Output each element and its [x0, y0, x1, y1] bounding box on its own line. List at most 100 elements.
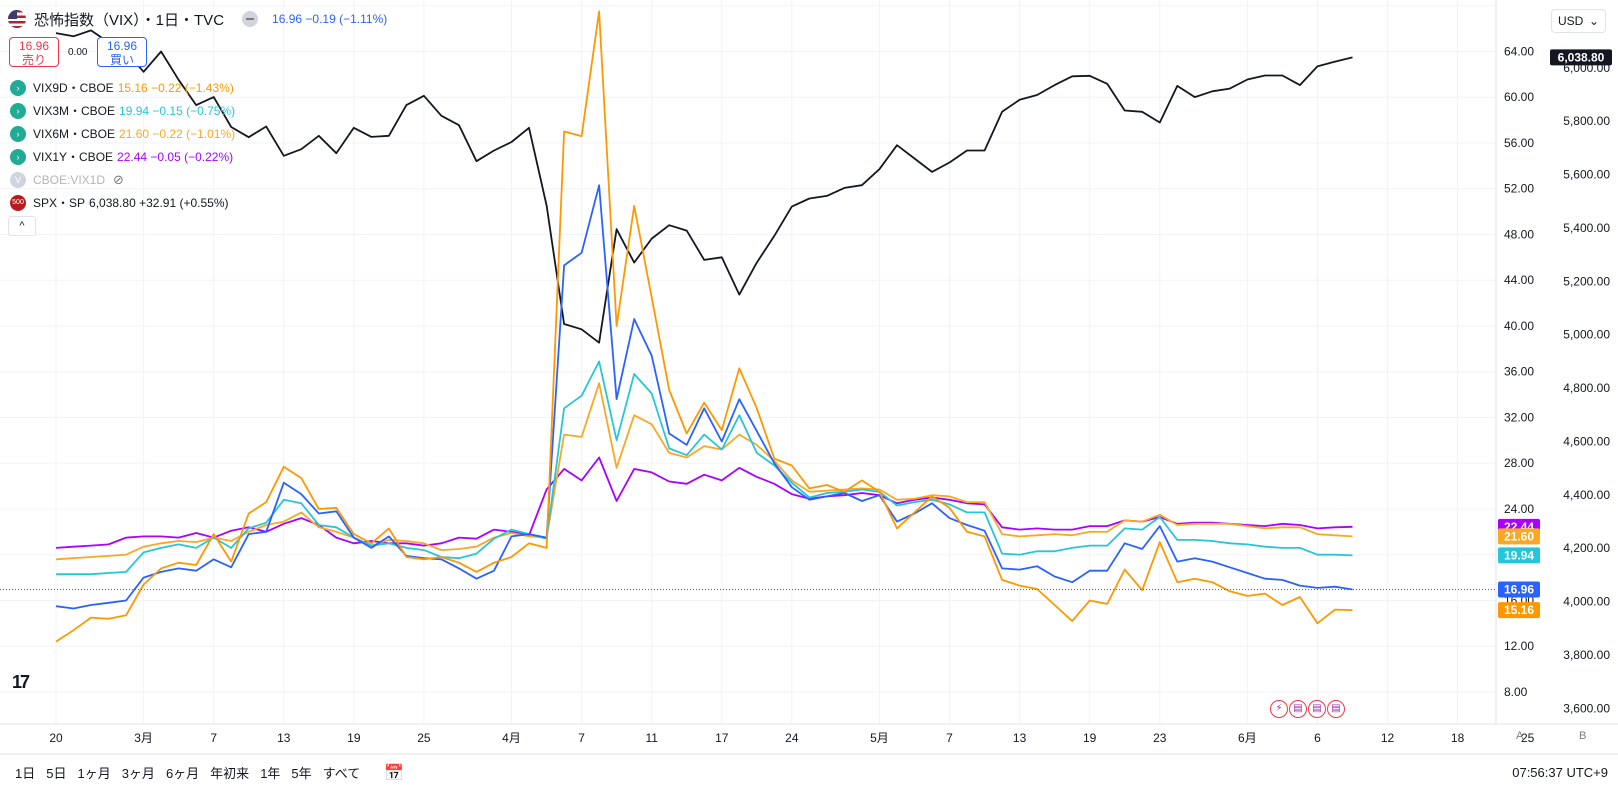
last-value-label: 6,038.80: [1550, 49, 1612, 66]
right-axis-tick-label: 4,400.00: [1563, 488, 1610, 502]
legend-item-vix9d[interactable]: › VIX9D・CBOE 15.16 −0.22 (−1.43%): [10, 76, 235, 99]
series-line-vix9d-cboe[interactable]: [55, 10, 1353, 643]
timeframe-bar: 1日 5日 1ヶ月 3ヶ月 6ヶ月 年初来 1年 5年 すべて 📅 07:56:…: [0, 754, 1618, 791]
legend-name: VIX9D・CBOE: [33, 81, 114, 95]
log-scale-button[interactable]: B: [1579, 730, 1587, 742]
right-axis-tick-label: 3,600.00: [1563, 701, 1610, 715]
timeframe-all[interactable]: すべて: [322, 766, 361, 781]
left-axis-tick-label: 8.00: [1504, 685, 1528, 699]
timeframe-1y[interactable]: 1年: [260, 766, 281, 781]
right-axis-tick-label: 4,800.00: [1563, 381, 1610, 395]
sell-button[interactable]: 16.96 売り: [9, 37, 59, 67]
legend-item-vix3m[interactable]: › VIX3M・CBOE 19.94 −0.15 (−0.75%): [10, 99, 235, 122]
timeframe-6m[interactable]: 6ヶ月: [165, 766, 200, 781]
green-chevron-icon[interactable]: ›: [10, 79, 26, 96]
legend-item-vix1y[interactable]: › VIX1Y・CBOE 22.44 −0.05 (−0.22%): [10, 145, 235, 168]
series-line-vix6m-cboe[interactable]: [55, 382, 1353, 561]
spread-value: 0.00: [68, 47, 88, 58]
us-flag-icon[interactable]: ▤: [1308, 700, 1326, 718]
right-axis-tick-label: 5,200.00: [1563, 274, 1610, 288]
last-value-text: 19.94: [1504, 548, 1534, 562]
buy-label: 買い: [109, 53, 134, 67]
symbol-header[interactable]: 恐怖指数（VIX）・1日・TVC 16.96 −0.19 (−1.11%): [8, 8, 387, 30]
left-axis-tick-label: 44.00: [1504, 273, 1534, 287]
green-chevron-icon[interactable]: ›: [10, 102, 26, 119]
legend-name: CBOE:VIX1D: [33, 172, 106, 187]
left-axis-tick-label: 28.00: [1504, 456, 1534, 470]
x-axis-tick-label: 3月: [134, 731, 153, 745]
left-axis-tick-label: 40.00: [1504, 319, 1534, 333]
left-axis-tick-label: 60.00: [1504, 90, 1534, 104]
legend-item-vix1d-hidden[interactable]: V CBOE:VIX1D ⊘: [10, 168, 235, 191]
right-axis-tick-label: 3,800.00: [1563, 648, 1610, 662]
sell-label: 売り: [21, 53, 46, 67]
x-axis-tick-label: 12: [1381, 731, 1395, 745]
last-value-text: 15.16: [1504, 603, 1534, 617]
green-chevron-icon[interactable]: ›: [10, 125, 26, 142]
series-line-spx-sp[interactable]: [55, 29, 1353, 344]
last-value-badge: [1498, 528, 1540, 545]
left-axis-tick-label: 56.00: [1504, 136, 1534, 150]
x-axis-tick-label: 11: [645, 731, 658, 745]
timeframe-5y[interactable]: 5年: [291, 766, 312, 781]
legend-item-vix6m[interactable]: › VIX6M・CBOE 21.60 −0.22 (−1.01%): [10, 122, 235, 145]
legend-values: 19.94 −0.15 (−0.75%): [119, 103, 236, 118]
last-value-badge: [1550, 49, 1612, 66]
timeframe-ytd[interactable]: 年初来: [210, 766, 250, 781]
x-axis-tick-label: 7: [578, 731, 585, 745]
lightning-icon[interactable]: ⚡: [1270, 700, 1288, 718]
x-axis-tick-label: 23: [1153, 731, 1167, 745]
green-chevron-icon[interactable]: ›: [10, 148, 26, 165]
left-axis-tick-label: 24.00: [1504, 502, 1534, 516]
series-line-vix3m-cboe[interactable]: [56, 360, 1353, 576]
left-axis-tick-label: 12.00: [1504, 639, 1534, 653]
minus-icon[interactable]: [242, 11, 259, 27]
left-axis-tick-label: 52.00: [1504, 182, 1534, 196]
legend-name: VIX3M・CBOE: [33, 104, 116, 118]
buy-price: 16.96: [106, 39, 138, 53]
last-value-text: 16.96: [1504, 582, 1534, 596]
x-axis-tick-label: 25: [1521, 731, 1535, 745]
series-line-vix-1-tvc[interactable]: [55, 184, 1353, 610]
right-axis-tick-label: 5,800.00: [1563, 114, 1610, 128]
us-flag-icon[interactable]: ▤: [1327, 700, 1345, 718]
x-axis-tick-label: 19: [347, 731, 361, 745]
legend-item-spx[interactable]: 500 SPX・SP 6,038.80 +32.91 (+0.55%): [10, 191, 235, 214]
chevron-down-icon: ⌄: [1588, 14, 1599, 28]
collapse-legend-button[interactable]: ^: [8, 216, 36, 236]
right-axis-tick-label: 4,000.00: [1563, 595, 1610, 609]
legend-name: VIX1Y・CBOE: [33, 150, 114, 164]
currency-select[interactable]: USD ⌄: [1551, 9, 1606, 33]
calendar-goto-icon[interactable]: 📅: [384, 764, 405, 782]
tradingview-logo[interactable]: 17: [12, 672, 30, 692]
timeframe-1d[interactable]: 1日: [15, 766, 36, 781]
auto-scale-button[interactable]: A: [1516, 730, 1524, 742]
eye-slash-icon[interactable]: ⊘: [113, 171, 124, 187]
buy-button[interactable]: 16.96 買い: [97, 37, 147, 67]
x-axis-tick-label: 18: [1451, 731, 1465, 745]
last-value-badge: [1498, 602, 1540, 619]
currency-value: USD: [1558, 14, 1584, 28]
us-flag-icon[interactable]: ▤: [1289, 700, 1307, 718]
timeframe-5d[interactable]: 5日: [46, 766, 67, 781]
last-value-label: 21.60: [1498, 528, 1540, 545]
header-last-price: 16.96 −0.19 (−1.11%): [272, 12, 388, 26]
x-axis-tick-label: 24: [785, 731, 799, 745]
x-axis-tick-label: 5月: [870, 731, 889, 745]
last-value-badge: [1498, 547, 1540, 564]
right-axis-tick-label: 5,000.00: [1563, 328, 1610, 342]
x-axis-tick-label: 6: [1314, 731, 1321, 745]
us-flag-icon: [8, 10, 26, 28]
symbol-title[interactable]: 恐怖指数（VIX）・1日・TVC: [34, 11, 225, 29]
timeframe-1m[interactable]: 1ヶ月: [77, 766, 111, 781]
left-axis-tick-label: 32.00: [1504, 410, 1534, 424]
x-axis-tick-label: 7: [946, 731, 953, 745]
clock: 07:56:37 UTC+9: [1512, 765, 1608, 780]
legend: › VIX9D・CBOE 15.16 −0.22 (−1.43%) › VIX3…: [10, 76, 235, 214]
x-axis-tick-label: 13: [1013, 731, 1027, 745]
timeframe-3m[interactable]: 3ヶ月: [121, 766, 155, 781]
last-value-text: 21.60: [1504, 529, 1534, 543]
x-axis-tick-label: 6月: [1238, 731, 1257, 745]
legend-name: VIX6M・CBOE: [33, 127, 116, 141]
